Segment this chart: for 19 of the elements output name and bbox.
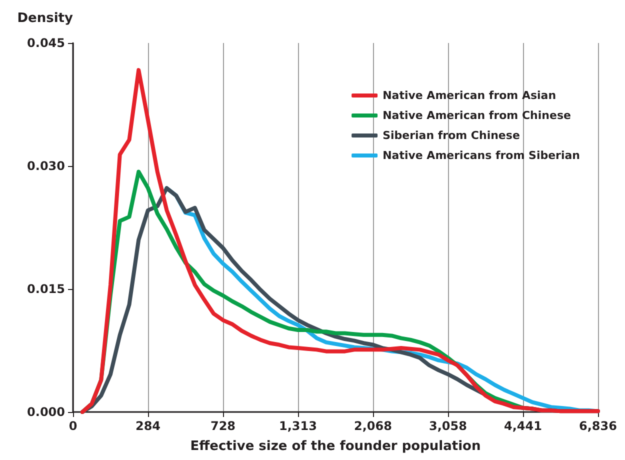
x-tick-label: 6,836 [579,419,617,433]
y-tick-label: 0.000 [27,405,65,419]
y-tick-label: 0.015 [27,282,65,296]
x-axis-title: Effective size of the founder population [190,439,481,454]
line-series [80,68,600,414]
x-tick-label: 728 [210,419,236,433]
legend-label: Native American from Asian [382,89,556,102]
legend-label: Native American from Chinese [382,109,571,122]
y-axis-title: Density [17,11,74,26]
y-tick-label: 0.030 [27,159,65,173]
x-tick-label: 2,068 [354,419,392,433]
x-tick-label: 4,441 [504,419,542,433]
legend-label: Siberian from Chinese [382,129,520,142]
x-tick-label: 3,058 [429,419,467,433]
x-tick-label: 1,313 [279,419,317,433]
legend-label: Native Americans from Siberian [382,149,580,162]
y-tick-label: 0.045 [27,36,65,50]
x-tick-label: 284 [135,419,161,433]
x-tick-label: 0 [68,419,78,433]
